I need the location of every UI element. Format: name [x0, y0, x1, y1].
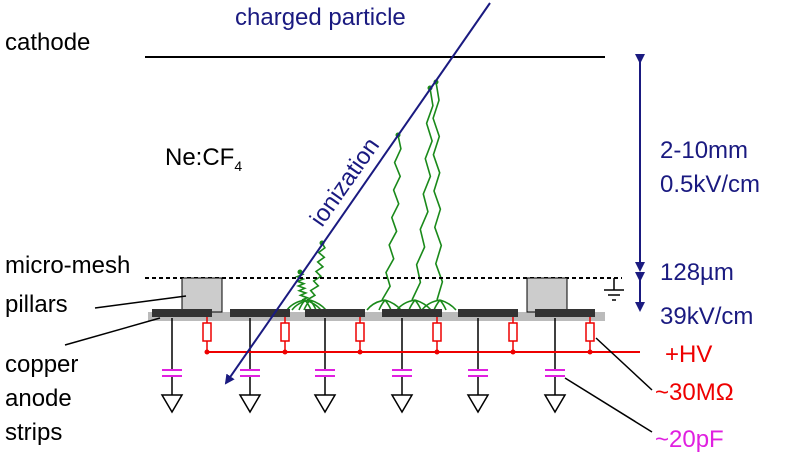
- mesh-label: micro-mesh: [5, 252, 130, 279]
- electron-path: [381, 134, 402, 301]
- amplifier: [313, 394, 337, 414]
- anode-strip: [230, 309, 290, 317]
- resistor-label: ~30MΩ: [655, 379, 734, 406]
- hv-label: +HV: [665, 341, 712, 368]
- drift-gap: 2-10mm: [660, 137, 748, 164]
- ionization-label: ionization: [305, 133, 385, 232]
- particle-label: charged particle: [235, 4, 406, 31]
- anode-strip: [535, 309, 595, 317]
- gas-main: Ne:CF: [165, 144, 234, 171]
- resistor: [508, 322, 518, 342]
- resistor: [280, 322, 290, 342]
- resistor: [585, 322, 595, 342]
- capacitor: [545, 370, 565, 376]
- amplifier: [390, 394, 414, 414]
- electron-path: [432, 81, 444, 301]
- junction: [204, 349, 210, 355]
- capacitor: [315, 370, 335, 376]
- anode-strip: [458, 309, 518, 317]
- drift-field: 0.5kV/cm: [660, 171, 760, 198]
- capacitor-label: ~20pF: [655, 426, 724, 453]
- anode-strip: [152, 309, 212, 317]
- capacitor: [162, 370, 182, 376]
- anode-strip: [382, 309, 442, 317]
- capacitor: [392, 370, 412, 376]
- electron-path: [411, 87, 434, 301]
- amplifier: [543, 394, 567, 414]
- capacitor: [240, 370, 260, 376]
- avalanche: [286, 299, 322, 311]
- avalanche: [421, 299, 457, 311]
- anode-label: strips: [5, 419, 62, 446]
- electron-path: [306, 242, 326, 301]
- amplifier: [466, 394, 490, 414]
- anode-label: anode: [5, 385, 72, 412]
- particle-track: [224, 2, 491, 385]
- avalanche: [291, 299, 327, 311]
- amp-gap: 128µm: [660, 259, 734, 286]
- resistor: [202, 322, 212, 342]
- anode-strip: [305, 309, 365, 317]
- capacitor: [468, 370, 488, 376]
- pillar: [526, 277, 568, 313]
- ground: [604, 278, 624, 301]
- amplifier: [160, 394, 184, 414]
- pillars-label: pillars: [5, 291, 68, 318]
- resistor: [355, 322, 365, 342]
- cathode-label: cathode: [5, 29, 90, 56]
- anode-label: copper: [5, 351, 78, 378]
- electron-path: [294, 271, 310, 301]
- gas-subscript: 4: [234, 158, 242, 174]
- substrate: [148, 312, 605, 321]
- readout-electronics: [152, 309, 595, 414]
- avalanche: [366, 299, 402, 311]
- electron-avalanches: [286, 79, 457, 311]
- leader-lines: [64, 295, 653, 433]
- amp-field: 39kV/cm: [660, 303, 753, 330]
- amplifier: [238, 394, 262, 414]
- pillar: [181, 277, 223, 313]
- resistor: [432, 322, 442, 342]
- avalanche: [396, 299, 432, 311]
- gas-label: Ne:CF4: [165, 144, 242, 174]
